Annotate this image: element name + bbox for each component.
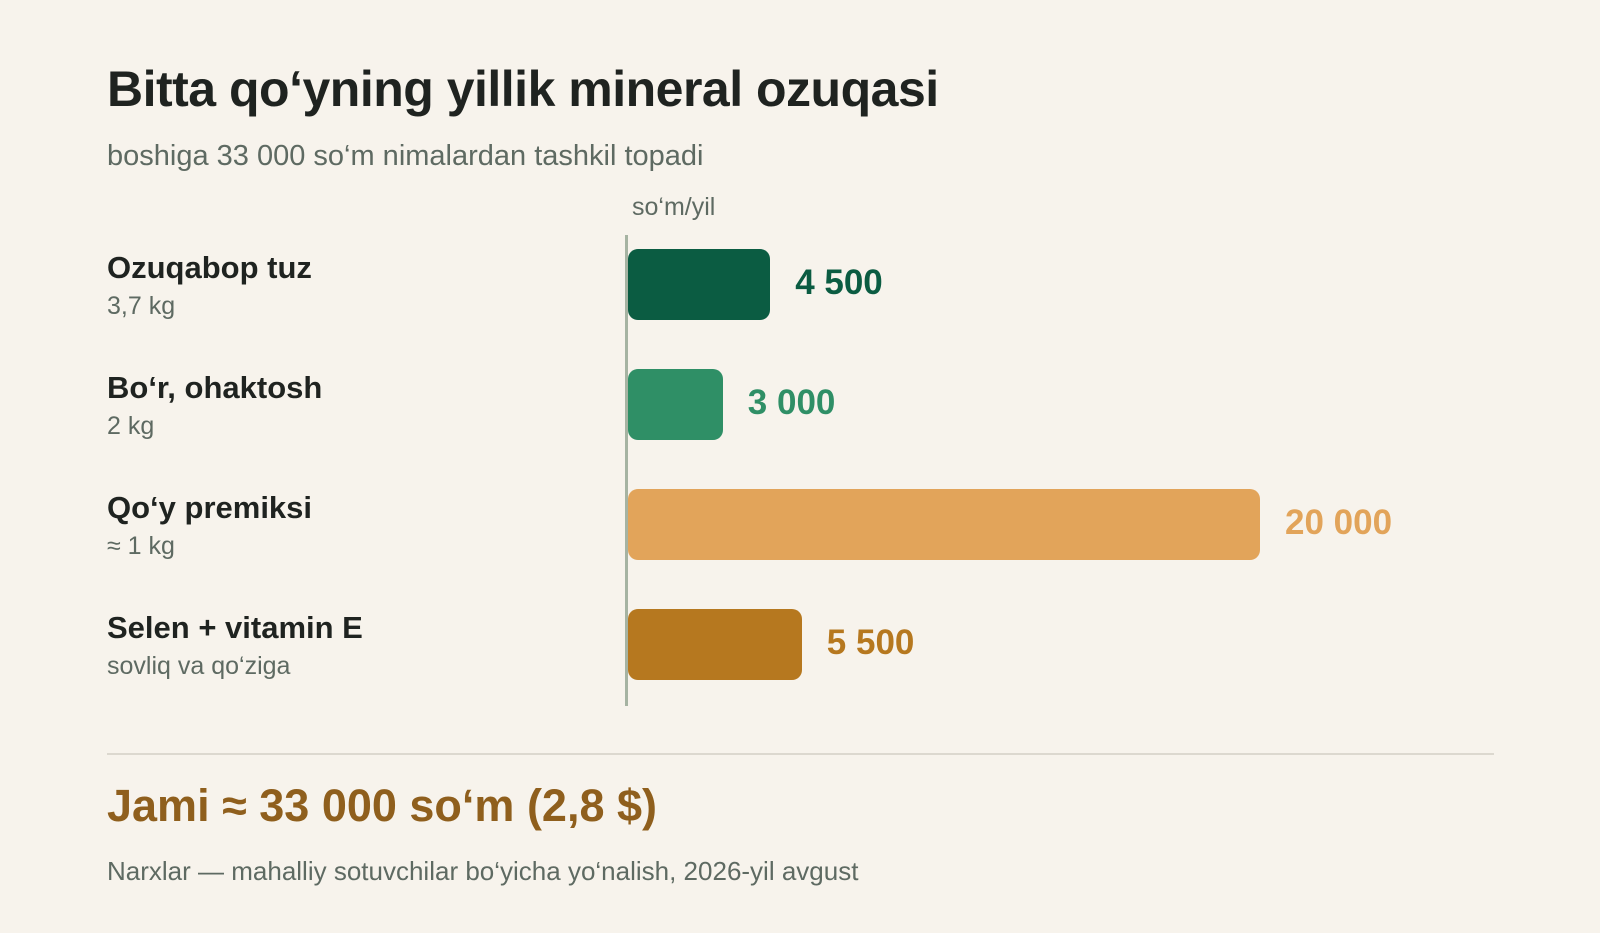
data-label: 20 000 [1285,503,1393,542]
source-note: Narxlar — mahalliy sotuvchilar bo‘yicha … [107,856,859,886]
data-label: 3 000 [747,383,836,422]
category-sublabel: ≈ 1 kg [107,532,175,560]
bar [628,249,771,320]
category-sublabel: sovliq va qo‘ziga [107,652,291,680]
category-label: Selen + vitamin E [107,610,363,645]
category-label: Ozuqabop tuz [107,250,312,285]
category-label: Qo‘y premiksi [107,490,313,525]
data-label: 4 500 [795,263,883,302]
chart-title: Bitta qo‘yning yillik mineral ozuqasi [107,61,939,117]
divider [107,753,1494,755]
category-label: Bo‘r, ohaktosh [107,370,323,405]
category-sublabel: 2 kg [107,412,155,440]
chart-subtitle: boshiga 33 000 so‘m nimalardan tashkil t… [107,140,704,172]
bar [628,369,723,440]
category-sublabel: 3,7 kg [107,292,176,320]
bar [628,609,802,680]
total-summary: Jami ≈ 33 000 so‘m (2,8 $) [107,780,657,831]
y-axis-line [625,235,628,706]
unit-label: so‘m/yil [632,193,716,221]
data-label: 5 500 [826,623,915,662]
bar [628,489,1260,560]
